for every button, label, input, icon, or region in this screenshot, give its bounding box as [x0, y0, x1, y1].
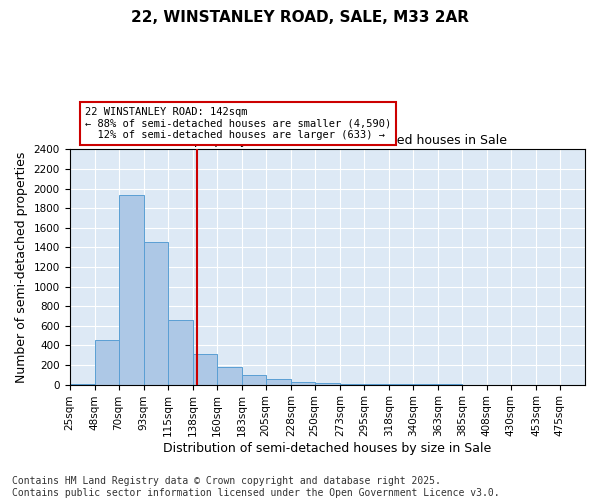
Text: 22, WINSTANLEY ROAD, SALE, M33 2AR: 22, WINSTANLEY ROAD, SALE, M33 2AR	[131, 10, 469, 25]
Bar	[95, 340, 119, 384]
Bar	[193, 354, 217, 384]
Title: Size of property relative to semi-detached houses in Sale: Size of property relative to semi-detach…	[148, 134, 507, 146]
Bar	[217, 367, 242, 384]
Bar	[291, 382, 315, 384]
Text: 22 WINSTANLEY ROAD: 142sqm
← 88% of semi-detached houses are smaller (4,590)
  1: 22 WINSTANLEY ROAD: 142sqm ← 88% of semi…	[85, 107, 391, 140]
Bar	[143, 242, 167, 384]
X-axis label: Distribution of semi-detached houses by size in Sale: Distribution of semi-detached houses by …	[163, 442, 491, 455]
Bar	[119, 196, 143, 384]
Y-axis label: Number of semi-detached properties: Number of semi-detached properties	[15, 152, 28, 382]
Text: Contains HM Land Registry data © Crown copyright and database right 2025.
Contai: Contains HM Land Registry data © Crown c…	[12, 476, 500, 498]
Bar	[167, 320, 193, 384]
Bar	[315, 383, 340, 384]
Bar	[242, 375, 266, 384]
Bar	[266, 378, 291, 384]
